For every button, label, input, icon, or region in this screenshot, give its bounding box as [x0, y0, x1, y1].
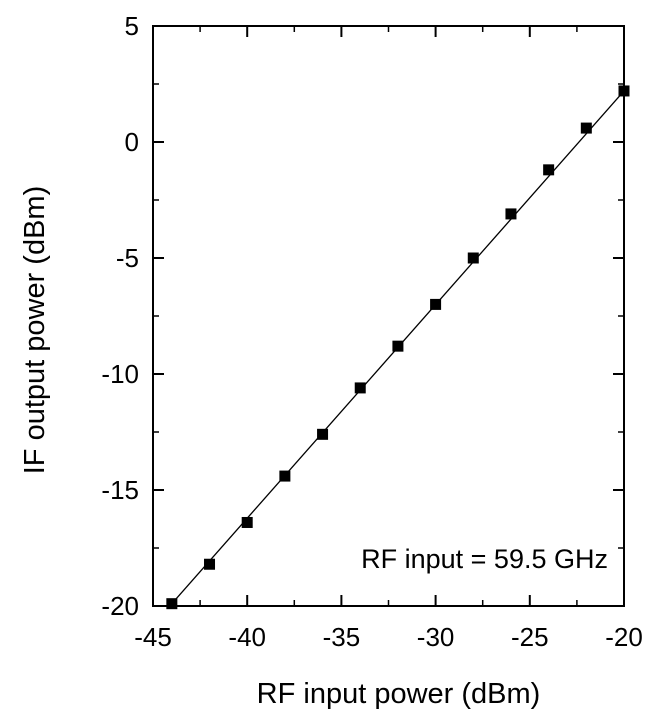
y-axis-label: IF output power (dBm)	[19, 186, 51, 475]
data-point	[467, 252, 479, 264]
data-point	[166, 598, 178, 610]
data-point	[241, 516, 253, 528]
x-axis-label: RF input power (dBm)	[257, 678, 541, 710]
ticks	[152, 25, 625, 607]
y-tick-label: -5	[116, 243, 139, 273]
y-tick-label: -20	[101, 591, 139, 621]
x-tick-label: -25	[511, 622, 549, 652]
y-tick-labels: -20 -15 -10 -5 0 5	[101, 11, 139, 621]
plot-frame	[152, 25, 625, 607]
x-tick-label: -20	[605, 622, 643, 652]
data-point	[580, 122, 592, 134]
data-point	[392, 340, 404, 352]
x-tick-label: -40	[228, 622, 266, 652]
x-tick-labels: -45 -40 -35 -30 -25 -20	[134, 622, 643, 652]
data-points	[166, 85, 630, 610]
data-point	[317, 428, 329, 440]
data-point	[543, 164, 555, 176]
data-point	[354, 382, 366, 394]
y-tick-label: 5	[125, 11, 139, 41]
data-point	[618, 85, 630, 97]
annotation-text: RF input = 59.5 GHz	[361, 544, 608, 574]
data-point	[430, 298, 442, 310]
y-tick-label: 0	[125, 127, 139, 157]
y-tick-label: -15	[101, 475, 139, 505]
x-tick-label: -30	[417, 622, 455, 652]
data-point	[505, 208, 517, 220]
x-tick-label: -35	[323, 622, 361, 652]
data-point	[279, 470, 291, 482]
y-tick-label: -10	[101, 359, 139, 389]
data-point	[204, 558, 216, 570]
x-tick-label: -45	[134, 622, 172, 652]
axes	[152, 25, 625, 607]
